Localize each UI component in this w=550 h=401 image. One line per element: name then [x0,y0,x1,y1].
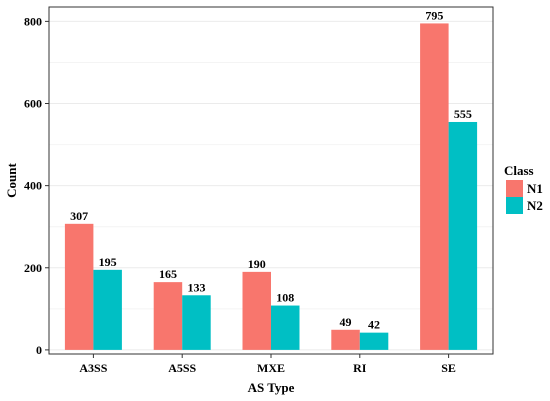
data-labels: 307 195 165 133 190 108 49 42 795 555 [70,8,472,331]
data-label-n1-ri: 49 [340,315,352,329]
y-axis: 0 200 400 600 800 [24,14,49,357]
legend-title: Class [504,163,534,178]
data-label-n1-a3ss: 307 [70,209,88,223]
data-label-n2-se: 555 [454,107,472,121]
data-label-n2-mxe: 108 [276,291,294,305]
bar-n2-a5ss [182,295,211,350]
bar-n2-se [448,121,478,350]
bars [64,23,478,350]
y-tick-label: 600 [24,97,42,111]
bar-n1-mxe [242,271,271,350]
bar-n2-a3ss [93,269,122,350]
x-tick-label: A3SS [79,361,107,375]
bar-n1-ri [331,329,360,350]
y-tick-label: 200 [24,261,42,275]
data-label-n1-se: 795 [425,8,443,22]
x-tick-label: A5SS [168,361,196,375]
x-axis: A3SS A5SS MXE RI SE [79,354,456,375]
legend-label-n1: N1 [527,181,543,196]
legend-key-n1 [506,180,523,197]
legend-label-n2: N2 [527,198,543,213]
x-axis-title: AS Type [248,380,295,395]
data-label-n2-a3ss: 195 [99,255,117,269]
bar-n1-a5ss [153,282,183,350]
data-label-n2-ri: 42 [368,318,380,332]
y-tick-label: 400 [24,179,42,193]
bar-n2-mxe [271,305,300,350]
bar-n1-se [420,23,449,350]
data-label-n1-mxe: 190 [248,257,266,271]
y-axis-title: Count [4,162,19,197]
bar-n1-a3ss [64,223,94,350]
x-tick-label: SE [441,361,456,375]
legend-key-n2 [506,197,523,214]
data-label-n2-a5ss: 133 [187,280,205,294]
x-tick-label: RI [353,361,367,375]
y-tick-label: 800 [24,14,42,28]
legend: Class N1 N2 [504,163,543,214]
data-label-n1-a5ss: 165 [159,267,177,281]
y-tick-label: 0 [36,343,42,357]
x-tick-label: MXE [257,361,285,375]
bar-n2-ri [359,332,389,350]
